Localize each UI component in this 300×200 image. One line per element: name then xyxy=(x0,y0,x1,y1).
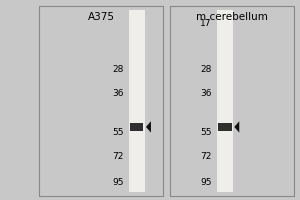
Text: m.cerebellum: m.cerebellum xyxy=(196,12,268,22)
Text: 17: 17 xyxy=(200,19,212,28)
Bar xyxy=(218,123,232,131)
Text: 28: 28 xyxy=(200,65,212,74)
Polygon shape xyxy=(234,121,239,133)
Text: 72: 72 xyxy=(112,152,124,161)
Text: 55: 55 xyxy=(112,128,124,137)
Text: A375: A375 xyxy=(88,12,115,22)
Polygon shape xyxy=(146,121,151,133)
Text: 95: 95 xyxy=(200,178,212,187)
Bar xyxy=(129,10,145,192)
Text: 28: 28 xyxy=(112,65,124,74)
Text: 95: 95 xyxy=(112,178,124,187)
Bar xyxy=(130,123,143,131)
Bar xyxy=(217,10,233,192)
Text: 72: 72 xyxy=(200,152,212,161)
Text: 36: 36 xyxy=(200,89,212,98)
Text: 55: 55 xyxy=(200,128,212,137)
Text: 36: 36 xyxy=(112,89,124,98)
